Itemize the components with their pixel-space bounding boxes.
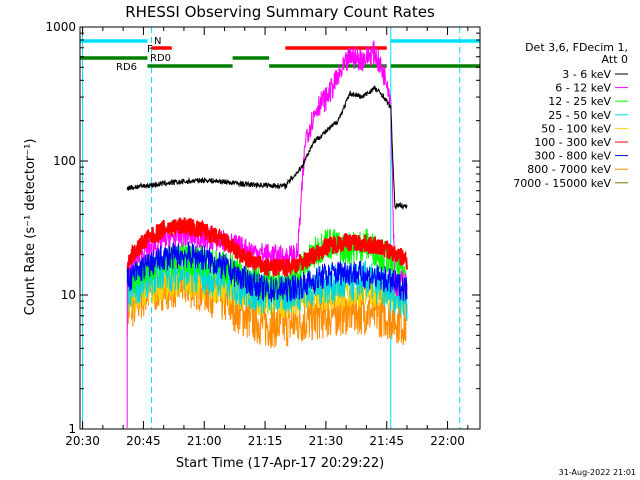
legend-entry-100-300-kev: 100 - 300 keV: [534, 136, 611, 149]
status-label-rd0: RD0: [150, 53, 171, 64]
status-label-rd6: RD6: [116, 62, 137, 73]
y-tick-label-1: 1: [68, 422, 76, 436]
x-axis-label: Start Time (17-Apr-17 20:29:22): [176, 456, 384, 471]
legend-entry-25-50-kev: 25 - 50 keV: [548, 109, 611, 122]
legend-entry-12-25-kev: 12 - 25 keV: [548, 95, 611, 108]
series-line-800-7000-kev: [126, 259, 408, 349]
x-tick-label-20:45: 20:45: [126, 434, 161, 448]
legend-header-line: Att 0: [602, 53, 628, 66]
legend-header-line: Det 3,6, FDecim 1,: [525, 41, 628, 54]
status-label-f: F: [147, 44, 153, 55]
x-tick-label-21:30: 21:30: [309, 434, 344, 448]
legend-entry-300-800-kev: 300 - 800 keV: [534, 150, 611, 163]
legend-entry-3-6-kev: 3 - 6 keV: [562, 68, 611, 81]
x-tick-label-20:30: 20:30: [65, 434, 100, 448]
series-line-100-300-kev: [126, 217, 408, 278]
y-axis-label: Count Rate (s⁻¹ detector⁻¹): [23, 139, 38, 316]
x-tick-label-21:00: 21:00: [187, 434, 222, 448]
chart-title: RHESSI Observing Summary Count Rates: [125, 3, 435, 21]
y-tick-label-10: 10: [61, 288, 76, 302]
legend-entry-7000-15000-kev: 7000 - 15000 keV: [513, 177, 611, 190]
y-tick-label-1000: 1000: [45, 20, 76, 34]
y-tick-label-100: 100: [53, 154, 76, 168]
series-line-300-800-kev: [126, 240, 408, 303]
x-tick-label-21:15: 21:15: [248, 434, 283, 448]
legend-entry-6-12-kev: 6 - 12 keV: [555, 82, 611, 95]
x-tick-label-21:45: 21:45: [369, 434, 404, 448]
legend-entry-50-100-kev: 50 - 100 keV: [541, 122, 611, 135]
x-tick-label-22:00: 22:00: [430, 434, 465, 448]
plot-frame: [79, 26, 481, 430]
status-label-n: N: [154, 36, 161, 47]
legend-entry-800-7000-kev: 800 - 7000 keV: [527, 163, 611, 176]
axes: 1 10 100 1000 20:30 20:45 21:00 21:15 21:30 21:45…: [45, 20, 481, 448]
series-line-3-6-kev: [126, 85, 408, 211]
footer-date: 31-Aug-2022 21:01: [559, 468, 636, 477]
series-line-6-12-kev: [126, 40, 408, 428]
